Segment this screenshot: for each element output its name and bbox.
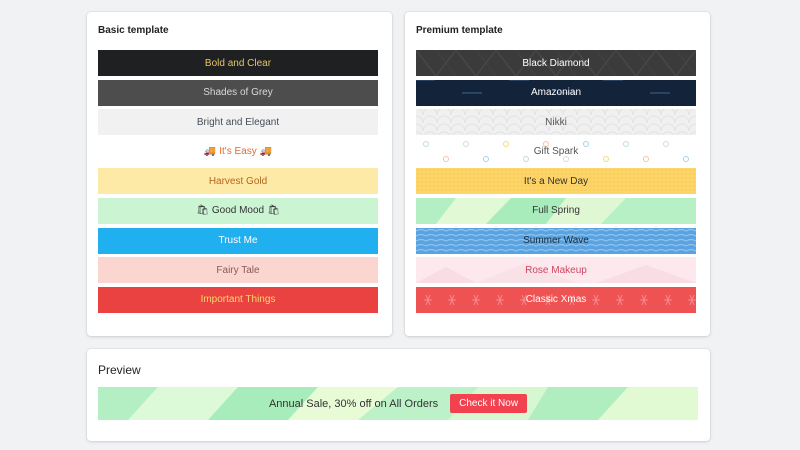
- premium-option-label: Gift Spark: [533, 146, 579, 158]
- basic-option-bright-and-elegant[interactable]: Bright and Elegant: [98, 109, 378, 136]
- basic-option-fairy-tale[interactable]: Fairy Tale: [98, 257, 378, 284]
- preview-card: Preview Annual Sale, 30% off on All Orde…: [87, 349, 710, 441]
- premium-option-label: Classic Xmas: [525, 294, 587, 306]
- premium-option-summer-wave[interactable]: Summer Wave: [416, 227, 696, 254]
- basic-option-harvest-gold[interactable]: Harvest Gold: [98, 168, 378, 195]
- basic-option-label: Bright and Elegant: [196, 116, 280, 128]
- stars-pattern: [416, 79, 670, 94]
- emoji-icon: 🚚: [259, 146, 273, 158]
- basic-option-label: Important Things: [200, 294, 276, 306]
- emoji-icon: 🛍: [267, 205, 280, 217]
- premium-option-nikki[interactable]: Nikki: [416, 109, 696, 136]
- premium-option-label: Full Spring: [532, 205, 580, 217]
- dots-pattern: [417, 169, 695, 191]
- basic-template-card: Basic template Bold and Clear Shades of G…: [87, 12, 392, 336]
- confetti-pattern: [423, 140, 689, 162]
- basic-option-important-things[interactable]: Important Things: [98, 286, 378, 313]
- check-it-now-button[interactable]: Check it Now: [450, 394, 528, 413]
- preview-title: Preview: [98, 363, 141, 377]
- basic-option-label: It's Easy: [219, 146, 257, 158]
- preview-bar: Annual Sale, 30% off on All Orders Check…: [98, 387, 698, 420]
- waves-pattern: [416, 228, 696, 254]
- basic-option-it-s-easy[interactable]: 🚚 It's Easy 🚚: [98, 138, 378, 165]
- premium-template-list: Black Diamond Amazonian Nikki Gift Spark It'…: [416, 50, 696, 316]
- premium-option-it-s-a-new-day[interactable]: It's a New Day: [416, 168, 696, 195]
- premium-option-label: Amazonian: [530, 87, 582, 99]
- premium-option-label: Summer Wave: [523, 235, 589, 247]
- preview-message: Annual Sale, 30% off on All Orders: [268, 397, 439, 410]
- premium-option-label: Rose Makeup: [525, 264, 587, 276]
- basic-option-label: Good Mood: [211, 205, 265, 217]
- emoji-icon: 🛍: [196, 205, 209, 217]
- basic-option-good-mood[interactable]: 🛍 Good Mood 🛍: [98, 197, 378, 224]
- basic-option-bold-and-clear[interactable]: Bold and Clear: [98, 50, 378, 76]
- basic-option-label: Harvest Gold: [208, 175, 268, 187]
- premium-option-gift-spark[interactable]: Gift Spark: [416, 138, 696, 165]
- basic-option-label: Fairy Tale: [216, 264, 260, 276]
- premium-option-classic-xmas[interactable]: Classic Xmas: [416, 286, 696, 313]
- basic-option-trust-me[interactable]: Trust Me: [98, 227, 378, 254]
- xmas-pattern: [424, 294, 696, 305]
- basic-option-shades-of-grey[interactable]: Shades of Grey: [98, 79, 378, 106]
- premium-option-rose-makeup[interactable]: Rose Makeup: [416, 257, 696, 284]
- diamond-pattern: [416, 50, 696, 76]
- basic-template-list: Bold and Clear Shades of Grey Bright and E…: [98, 50, 378, 316]
- basic-option-label: Bold and Clear: [204, 57, 272, 69]
- premium-option-label: Nikki: [545, 116, 567, 128]
- premium-option-amazonian[interactable]: Amazonian: [416, 79, 696, 106]
- emoji-icon: 🚚: [203, 146, 217, 158]
- premium-template-card: Premium template Black Diamond Amazonian N…: [405, 12, 710, 336]
- premium-template-title: Premium template: [416, 25, 503, 36]
- rose-pattern: [416, 263, 696, 284]
- premium-option-full-spring[interactable]: Full Spring: [416, 197, 696, 224]
- premium-option-label: Black Diamond: [522, 57, 590, 69]
- basic-template-title: Basic template: [98, 25, 169, 36]
- waves-light-pattern: [416, 109, 696, 136]
- premium-option-black-diamond[interactable]: Black Diamond: [416, 50, 696, 76]
- premium-option-label: It's a New Day: [523, 175, 589, 187]
- poly-pattern: [416, 197, 696, 224]
- basic-option-label: Trust Me: [218, 235, 258, 247]
- basic-option-label: Shades of Grey: [203, 87, 273, 99]
